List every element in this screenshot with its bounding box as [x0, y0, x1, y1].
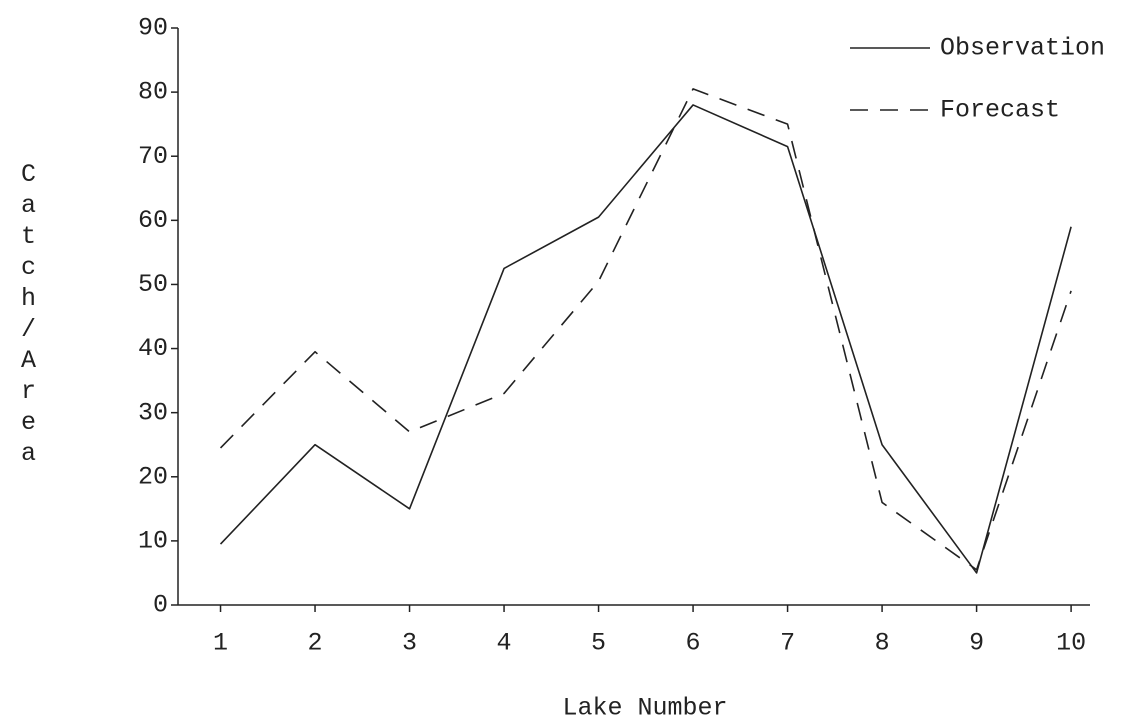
- x-tick-label: 5: [591, 629, 606, 658]
- y-tick-label: 30: [138, 398, 168, 427]
- x-tick-label: 6: [686, 629, 701, 658]
- y-tick-label: 60: [138, 206, 168, 235]
- x-tick-label: 10: [1056, 629, 1086, 658]
- x-tick-label: 1: [213, 629, 228, 658]
- x-tick-label: 7: [780, 629, 795, 658]
- y-tick-label: 10: [138, 526, 168, 555]
- legend-label: Observation: [940, 34, 1105, 63]
- x-axis-label: Lake Number: [562, 694, 727, 723]
- x-tick-label: 9: [969, 629, 984, 658]
- y-tick-label: 40: [138, 334, 168, 363]
- legend-label: Forecast: [940, 96, 1060, 125]
- y-tick-label: 90: [138, 14, 168, 43]
- y-tick-label: 80: [138, 78, 168, 107]
- x-tick-label: 8: [875, 629, 890, 658]
- y-tick-label: 0: [153, 591, 168, 620]
- series-line: [219, 88, 1072, 571]
- x-tick-label: 3: [402, 629, 417, 658]
- y-tick-label: 50: [138, 270, 168, 299]
- x-tick-label: 2: [308, 629, 323, 658]
- x-tick-label: 4: [497, 629, 512, 658]
- y-tick-label: 70: [138, 142, 168, 171]
- y-tick-label: 20: [138, 462, 168, 491]
- y-axis-label: Catch/Area: [14, 160, 43, 470]
- series-line: [219, 104, 1072, 574]
